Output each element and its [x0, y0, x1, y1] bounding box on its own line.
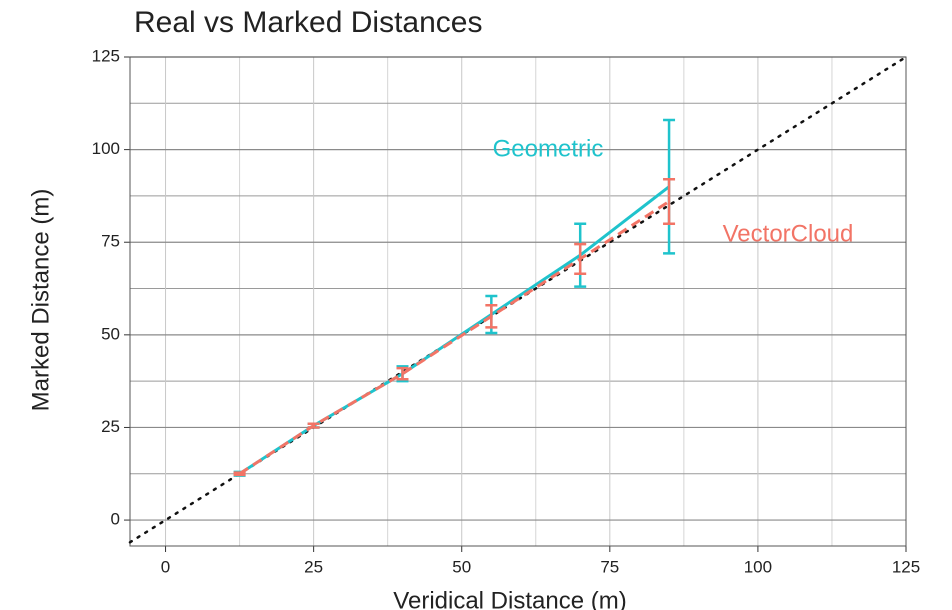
- y-axis-title: Marked Distance (m): [27, 189, 54, 412]
- error-bar: [663, 178, 676, 225]
- x-tick-label: 0: [161, 557, 170, 576]
- plot-frame: [129, 56, 907, 547]
- error-bar: [485, 303, 498, 329]
- y-tick-label: 25: [101, 417, 120, 436]
- error-bar: [396, 366, 409, 381]
- x-tick-label: 100: [744, 557, 772, 576]
- x-tick-label: 25: [304, 557, 323, 576]
- x-axis-title: Veridical Distance (m): [393, 587, 626, 610]
- series-label: VectorCloud: [723, 220, 854, 247]
- y-tick-label: 75: [101, 232, 120, 251]
- error-bar: [233, 471, 246, 477]
- series-line: [238, 200, 670, 476]
- x-tick-label: 50: [452, 557, 471, 576]
- x-tick-label: 75: [600, 557, 619, 576]
- series-line: [238, 185, 670, 476]
- x-tick-label: 125: [892, 557, 920, 576]
- y-tick-label: 50: [101, 324, 120, 343]
- chart-title: Real vs Marked Distances: [134, 6, 482, 39]
- error-bar: [307, 422, 320, 429]
- y-tick-label: 0: [111, 510, 120, 529]
- y-tick-label: 125: [92, 46, 120, 65]
- series-label: Geometric: [493, 135, 604, 162]
- y-tick-label: 100: [92, 139, 120, 158]
- error-bar: [574, 242, 587, 275]
